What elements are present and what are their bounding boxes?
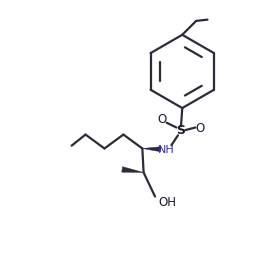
Text: S: S bbox=[177, 124, 185, 137]
Text: O: O bbox=[195, 122, 205, 135]
Text: NH: NH bbox=[158, 145, 175, 155]
Polygon shape bbox=[142, 147, 161, 152]
Polygon shape bbox=[122, 167, 144, 172]
Text: O: O bbox=[157, 113, 167, 126]
Text: OH: OH bbox=[158, 196, 176, 209]
